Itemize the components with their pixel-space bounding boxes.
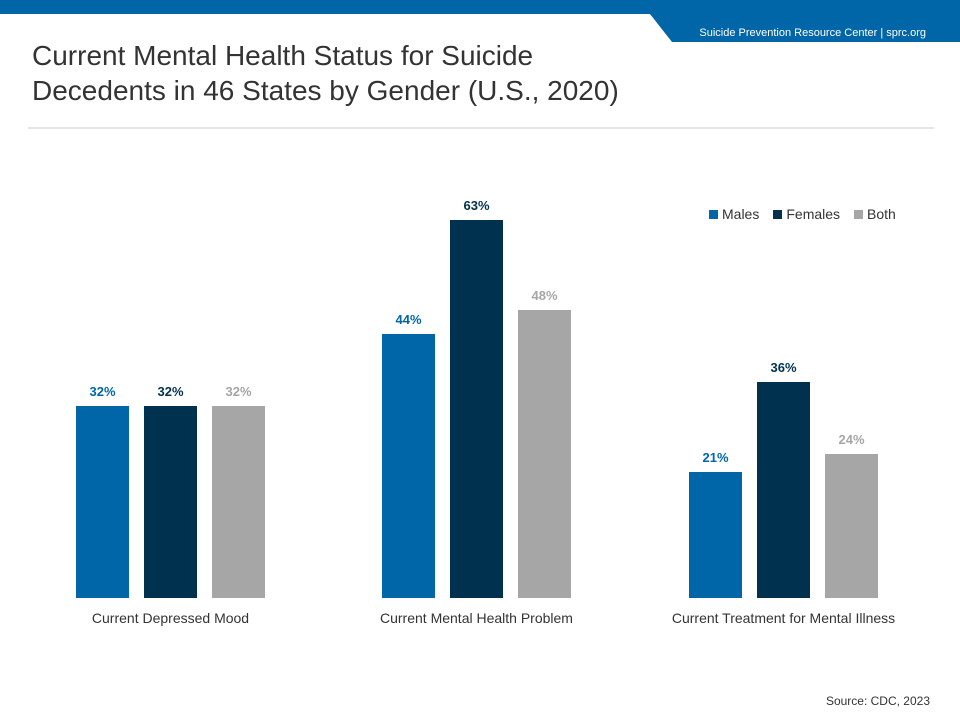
- title-divider: [28, 127, 934, 129]
- top-brand-bar: [0, 0, 960, 14]
- bar-both-current-mental-health-problem: [518, 310, 571, 598]
- data-label-both-current-mental-health-problem: 48%: [531, 288, 557, 303]
- page-title: Current Mental Health Status for Suicide…: [32, 38, 672, 108]
- legend-label-males: Males: [722, 206, 760, 222]
- data-label-females-current-depressed-mood: 32%: [157, 384, 183, 399]
- org-name[interactable]: Suicide Prevention Resource Center | spr…: [699, 27, 926, 39]
- legend-swatch-both: [854, 209, 864, 219]
- bar-both-current-depressed-mood: [212, 406, 265, 598]
- data-label-males-current-depressed-mood: 32%: [89, 384, 115, 399]
- bar-females-current-depressed-mood: [144, 406, 197, 598]
- legend-swatch-males: [709, 209, 718, 219]
- category-label-current-mental-health-problem: Current Mental Health Problem: [380, 610, 573, 626]
- legend-swatch-females: [773, 209, 783, 219]
- data-label-males-current-treatment-for-mental-illness: 21%: [702, 450, 728, 465]
- legend-item-males: Males: [709, 206, 759, 222]
- bar-females-current-treatment-for-mental-illness: [757, 382, 810, 598]
- bar-males-current-mental-health-problem: [382, 334, 435, 598]
- legend-label-females: Females: [786, 206, 841, 222]
- chart-legend: Males Females Both: [709, 206, 910, 222]
- source-note: Source: CDC, 2023: [825, 694, 930, 708]
- title-line-2: Decedents in 46 States by Gender (U.S., …: [32, 75, 619, 106]
- category-label-current-treatment-for-mental-illness: Current Treatment for Mental Illness: [672, 610, 895, 626]
- title-line-1: Current Mental Health Status for Suicide: [32, 40, 534, 71]
- legend-label-both: Both: [867, 206, 896, 222]
- legend-item-both: Both: [854, 206, 896, 222]
- data-label-both-current-depressed-mood: 32%: [225, 384, 251, 399]
- data-label-males-current-mental-health-problem: 44%: [395, 312, 421, 327]
- bar-females-current-mental-health-problem: [450, 220, 503, 598]
- data-label-females-current-mental-health-problem: 63%: [463, 198, 489, 213]
- data-label-both-current-treatment-for-mental-illness: 24%: [838, 432, 864, 447]
- legend-item-females: Females: [773, 206, 840, 222]
- data-label-females-current-treatment-for-mental-illness: 36%: [770, 360, 796, 375]
- bar-males-current-treatment-for-mental-illness: [689, 472, 742, 598]
- category-label-current-depressed-mood: Current Depressed Mood: [92, 610, 249, 626]
- bar-both-current-treatment-for-mental-illness: [825, 454, 878, 598]
- bar-males-current-depressed-mood: [76, 406, 129, 598]
- org-header-tab: Suicide Prevention Resource Center | spr…: [650, 14, 960, 42]
